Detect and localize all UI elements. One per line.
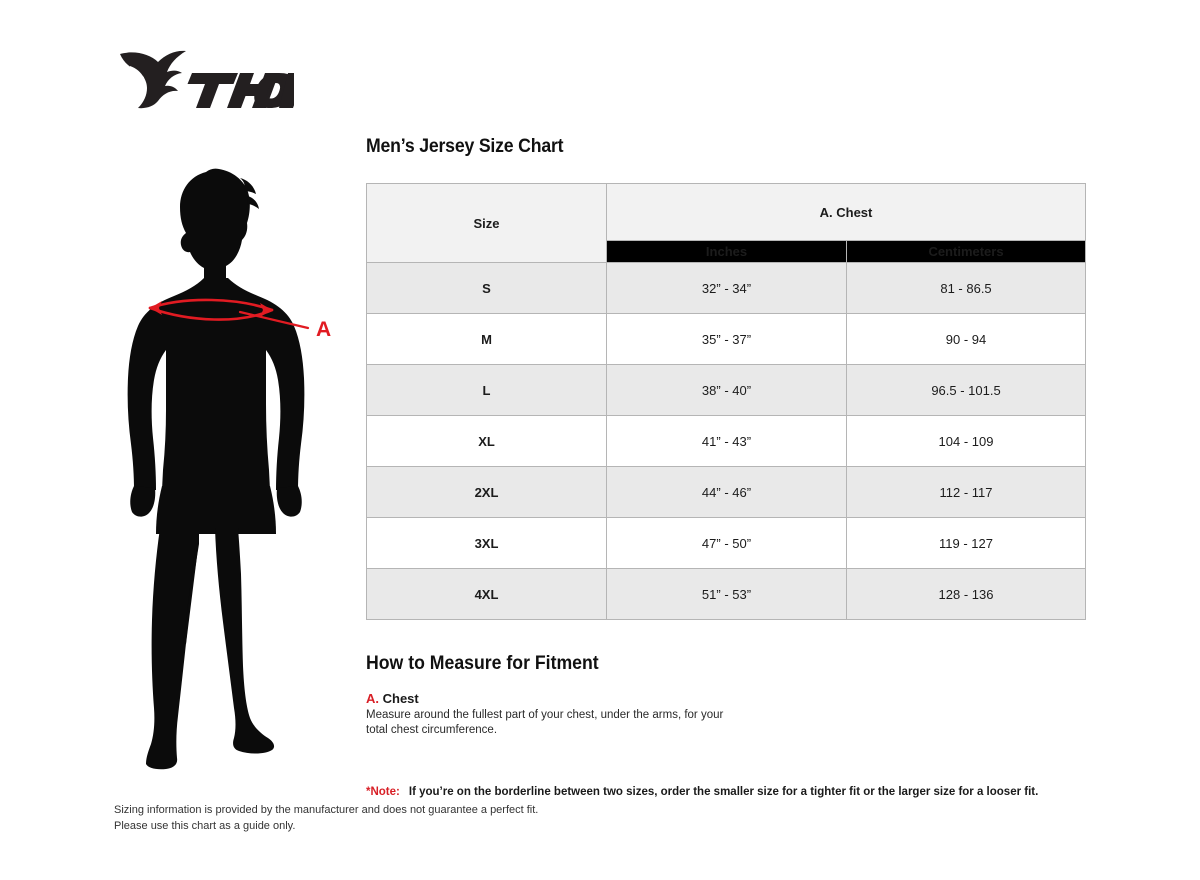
measure-item-description: Measure around the fullest part of your … <box>366 709 724 736</box>
cell-inches: 44” - 46” <box>606 466 847 518</box>
thor-wordmark <box>187 73 327 108</box>
measure-leader-line <box>238 310 310 330</box>
footer-line-2: Please use this chart as a guide only. <box>114 819 296 832</box>
footer-disclaimer: Sizing information is provided by the ma… <box>114 803 538 834</box>
cell-inches: 35” - 37” <box>606 313 847 365</box>
table-row: S 32” - 34” 81 - 86.5 <box>366 262 1087 314</box>
column-group-header-chest: A. Chest <box>605 182 1087 242</box>
table-row: XL 41” - 43” 104 - 109 <box>366 415 1087 467</box>
table-row: M 35” - 37” 90 - 94 <box>366 313 1087 365</box>
cell-inches: 32” - 34” <box>606 262 847 314</box>
body-silhouette-figure: A <box>120 160 350 770</box>
cell-size: M <box>366 313 607 365</box>
note-key: *Note: <box>366 786 400 798</box>
note-text: If you’re on the borderline between two … <box>408 786 1039 798</box>
column-header-inches: Inches <box>606 240 847 263</box>
cell-cm: 90 - 94 <box>845 313 1087 365</box>
chest-measure-indicator <box>148 298 274 321</box>
chest-measure-arrowheads <box>150 301 272 317</box>
cell-cm: 96.5 - 101.5 <box>845 364 1087 416</box>
how-to-measure-section: How to Measure for Fitment A. Chest Meas… <box>366 653 1086 738</box>
how-to-measure-title: How to Measure for Fitment <box>366 653 599 674</box>
table-header: Size A. Chest Inches Centimeters <box>366 182 1087 263</box>
thor-viking-helmet-logo <box>120 50 186 109</box>
cell-size: 4XL <box>366 568 607 620</box>
table-body: S 32” - 34” 81 - 86.5 M 35” - 37” 90 - 9… <box>366 262 1087 620</box>
column-header-centimeters: Centimeters <box>845 240 1087 263</box>
cell-cm: 81 - 86.5 <box>845 262 1087 314</box>
brand-logo <box>114 48 327 110</box>
cell-inches: 41” - 43” <box>606 415 847 467</box>
size-chart-table: Size A. Chest Inches Centimeters S 32” -… <box>366 182 1087 620</box>
cell-size: S <box>366 262 607 314</box>
cell-cm: 112 - 117 <box>845 466 1087 518</box>
measure-item-name: Chest <box>382 691 419 706</box>
table-header-row-units: Inches Centimeters <box>367 240 1087 263</box>
footer-line-1: Sizing information is provided by the ma… <box>114 804 539 816</box>
measure-marker-label: A <box>316 318 331 341</box>
table-row: L 38” - 40” 96.5 - 101.5 <box>366 364 1087 416</box>
measure-item-label: A. Chest <box>366 691 1086 706</box>
cell-inches: 51” - 53” <box>606 568 847 620</box>
table-row: 2XL 44” - 46” 112 - 117 <box>366 466 1087 518</box>
page-title: Men’s Jersey Size Chart <box>366 136 564 157</box>
cell-inches: 38” - 40” <box>606 364 847 416</box>
cell-inches: 47” - 50” <box>606 517 847 569</box>
table-row: 3XL 47” - 50” 119 - 127 <box>366 517 1087 569</box>
table-row: 4XL 51” - 53” 128 - 136 <box>366 568 1087 620</box>
cell-cm: 104 - 109 <box>845 415 1087 467</box>
cell-size: L <box>366 364 607 416</box>
column-header-size: Size <box>366 183 607 263</box>
cell-size: 3XL <box>366 517 607 569</box>
cell-size: XL <box>366 415 607 467</box>
note-line: *Note: If you’re on the borderline betwee… <box>366 786 1086 798</box>
cell-cm: 119 - 127 <box>845 517 1087 569</box>
male-silhouette <box>127 168 305 770</box>
size-chart-content: Men’s Jersey Size Chart Size A. Chest In… <box>366 136 1087 798</box>
table-header-row-group: Size A. Chest <box>366 182 1087 263</box>
measure-item-key: A. <box>366 691 379 706</box>
cell-size: 2XL <box>366 466 607 518</box>
cell-cm: 128 - 136 <box>845 568 1087 620</box>
